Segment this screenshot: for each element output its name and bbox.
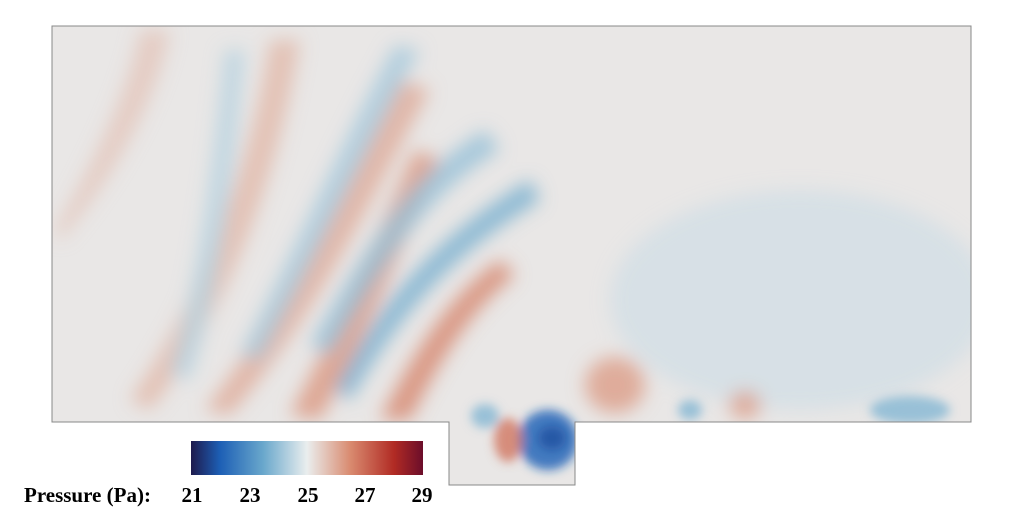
wake-high-1 — [585, 357, 645, 413]
domain-outline — [51, 25, 972, 486]
wake-high-2 — [729, 391, 761, 419]
wave-trough-2 — [240, 45, 420, 360]
cavity-vortex-high — [494, 418, 522, 462]
wave-crest-2 — [130, 40, 300, 410]
colorbar-tick-label: 29 — [411, 483, 433, 507]
edge-vortex-low-3 — [870, 396, 950, 424]
region-low-right — [610, 190, 971, 410]
wave-trough-3 — [310, 130, 500, 355]
colorbar-tick-label: 25 — [297, 483, 319, 507]
cavity-vortex-core — [538, 426, 566, 450]
colorbar-title: Pressure (Pa): — [24, 483, 151, 507]
wave-crest-1 — [55, 30, 170, 240]
edge-vortex-low-2 — [678, 400, 702, 420]
colorbar — [191, 441, 423, 475]
pressure-field — [52, 26, 971, 485]
wave-trough-1 — [170, 50, 245, 380]
colorbar-tick-label: 27 — [354, 483, 376, 507]
wave-trough-4 — [335, 180, 540, 400]
colorbar-tick-label: 21 — [181, 483, 203, 507]
colorbar-tick-label: 23 — [239, 483, 261, 507]
wave-crest-5 — [380, 260, 515, 420]
edge-vortex-low — [471, 404, 499, 428]
